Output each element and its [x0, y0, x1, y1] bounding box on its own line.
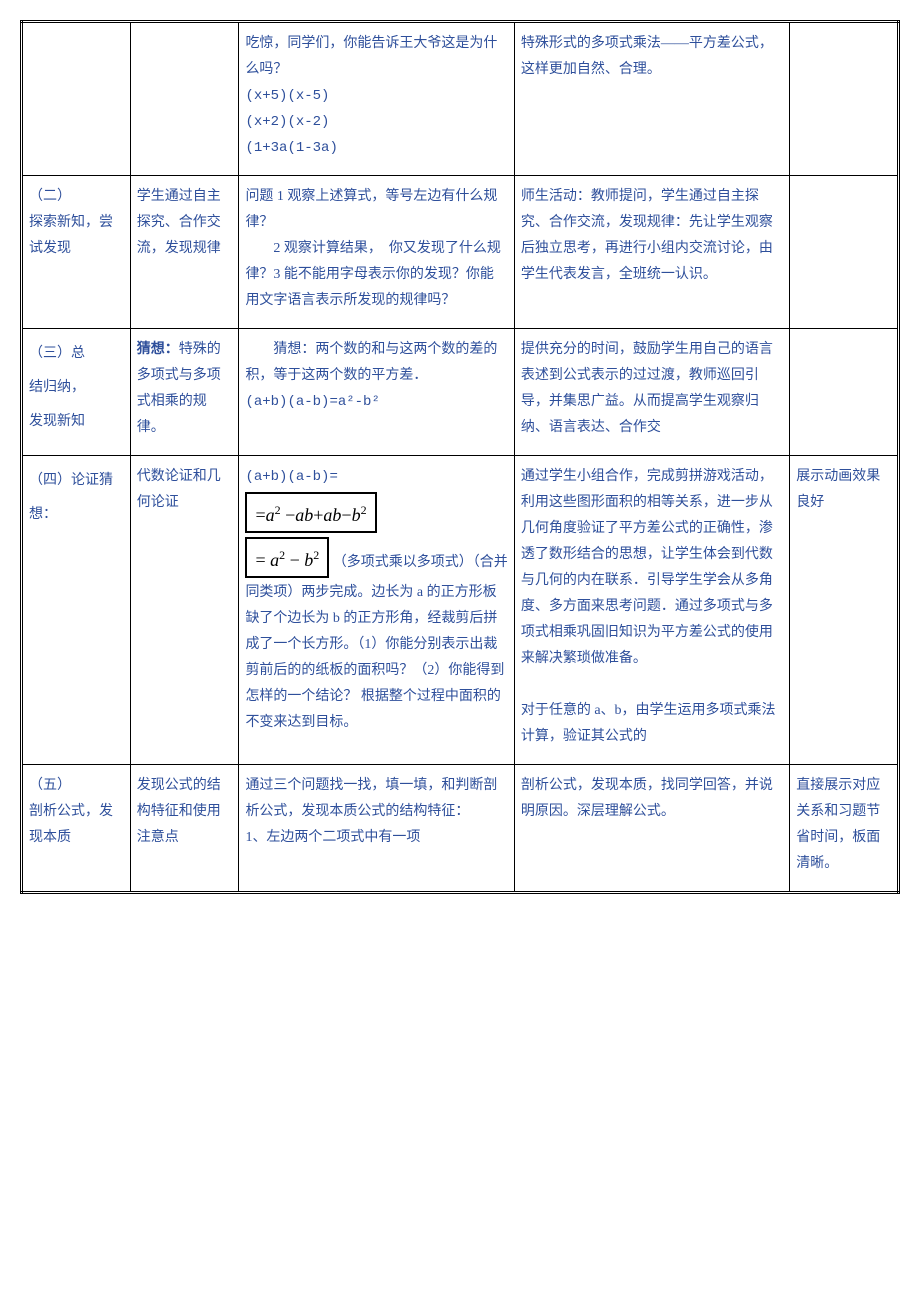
- cell-r1-c4: 特殊形式的多项式乘法——平方差公式，这样更加自然、合理。: [514, 22, 789, 176]
- cell-r1-c5: [790, 22, 899, 176]
- cell-r3-c3: 猜想：两个数的和与这两个数的差的积，等于这两个数的平方差． (a+b)(a-b)…: [239, 329, 514, 456]
- cell-r2-c1: （二） 探索新知，尝试发现: [22, 176, 131, 329]
- r3-c3-formula: (a+b)(a-b)=a²-b²: [245, 394, 379, 410]
- r4-c3-tail: （多项式乘以多项式）（合并同类项）两步完成。边长为 a 的正方形板缺了个边长为 …: [245, 555, 507, 730]
- r3-c2-prefix: 猜想：: [137, 342, 179, 357]
- formula-box-2: = a2 − b2: [245, 537, 329, 578]
- cell-r2-c4: 师生活动：教师提问，学生通过自主探究、合作交流，发现规律：先让学生观察后独立思考…: [514, 176, 789, 329]
- cell-r1-c1: [22, 22, 131, 176]
- r4-c3-top: (a+b)(a-b)=: [245, 469, 337, 485]
- cell-r5-c3: 通过三个问题找一找，填一填，和判断剖析公式，发现本质公式的结构特征： 1、左边两…: [239, 765, 514, 893]
- cell-r4-c2: 代数论证和几何论证: [130, 456, 239, 765]
- r3-c1-c: 发现新知: [29, 414, 85, 429]
- cell-r4-c5: 展示动画效果良好: [790, 456, 899, 765]
- cell-r3-c2: 猜想：特殊的多项式与多项式相乘的规律。: [130, 329, 239, 456]
- r4-c4-p3: 对于任意的 a、b，由学生运用多项式乘法计算，验证其公式的: [521, 703, 776, 744]
- cell-r5-c1: （五） 剖析公式，发现本质: [22, 765, 131, 893]
- cell-r1-c3: 吃惊，同学们，你能告诉王大爷这是为什么吗？ (x+5)(x-5) (x+2)(x…: [239, 22, 514, 176]
- cell-r2-c3: 问题 1 观察上述算式，等号左边有什么规律？ 2 观察计算结果， 你又发现了什么…: [239, 176, 514, 329]
- cell-r3-c5: [790, 329, 899, 456]
- cell-r3-c4: 提供充分的时间，鼓励学生用自己的语言表述到公式表示的过过渡，教师巡回引导，并集思…: [514, 329, 789, 456]
- cell-r3-c1: （三）总 结归纳， 发现新知: [22, 329, 131, 456]
- cell-r2-c2: 学生通过自主探究、合作交流，发现规律: [130, 176, 239, 329]
- r1-c3-line2: (x+2)(x-2): [245, 114, 329, 130]
- table-row: （四）论证猜想： 代数论证和几何论证 (a+b)(a-b)= =a2 −ab+a…: [22, 456, 899, 765]
- r1-c3-text: 吃惊，同学们，你能告诉王大爷这是为什么吗？: [245, 36, 497, 77]
- cell-r4-c3: (a+b)(a-b)= =a2 −ab+ab−b2 = a2 − b2 （多项式…: [239, 456, 514, 765]
- cell-r5-c4: 剖析公式，发现本质，找同学回答，并说明原因。深层理解公式。: [514, 765, 789, 893]
- table-row: （五） 剖析公式，发现本质 发现公式的结构特征和使用注意点 通过三个问题找一找，…: [22, 765, 899, 893]
- cell-r4-c1: （四）论证猜想：: [22, 456, 131, 765]
- r3-c1-b: 结归纳，: [29, 380, 85, 395]
- cell-r2-c5: [790, 176, 899, 329]
- cell-r5-c2: 发现公式的结构特征和使用注意点: [130, 765, 239, 893]
- table-row: （二） 探索新知，尝试发现 学生通过自主探究、合作交流，发现规律 问题 1 观察…: [22, 176, 899, 329]
- r3-c1-a: （三）总: [29, 346, 85, 361]
- r1-c3-line3: (1+3a(1-3a): [245, 140, 337, 156]
- table-row: （三）总 结归纳， 发现新知 猜想：特殊的多项式与多项式相乘的规律。 猜想：两个…: [22, 329, 899, 456]
- r4-c4-p1: 通过学生小组合作，完成剪拼游戏活动，利用这些图形面积的相等关系，进一步从几何角度…: [521, 469, 773, 640]
- r1-c3-line1: (x+5)(x-5): [245, 88, 329, 104]
- lesson-plan-table: 吃惊，同学们，你能告诉王大爷这是为什么吗？ (x+5)(x-5) (x+2)(x…: [20, 20, 900, 894]
- formula-box-1: =a2 −ab+ab−b2: [245, 492, 376, 533]
- cell-r5-c5: 直接展示对应关系和习题节省时间，板面清晰。: [790, 765, 899, 893]
- cell-r1-c2: [130, 22, 239, 176]
- r4-c4-p2: 来解决繁琐做准备。: [521, 651, 647, 666]
- r3-c3-text: 猜想：两个数的和与这两个数的差的积，等于这两个数的平方差．: [245, 342, 497, 383]
- cell-r4-c4: 通过学生小组合作，完成剪拼游戏活动，利用这些图形面积的相等关系，进一步从几何角度…: [514, 456, 789, 765]
- table-row: 吃惊，同学们，你能告诉王大爷这是为什么吗？ (x+5)(x-5) (x+2)(x…: [22, 22, 899, 176]
